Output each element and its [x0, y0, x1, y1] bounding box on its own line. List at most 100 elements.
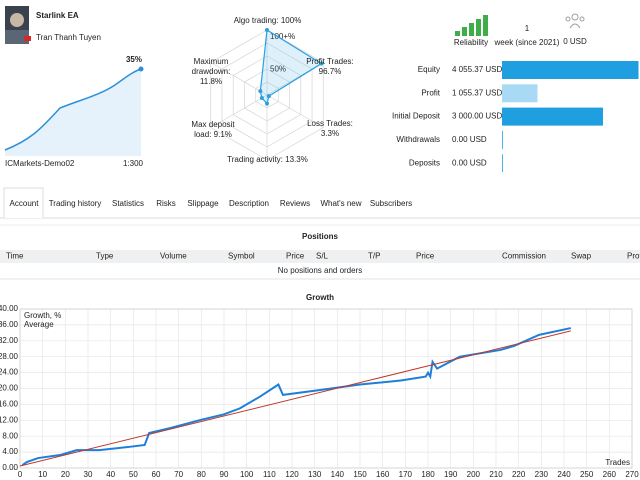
balance-bar: [502, 61, 639, 79]
column-header: Type: [96, 252, 114, 261]
tab[interactable]: Trading history: [49, 199, 102, 208]
balance-value: 0.00 USD: [452, 158, 487, 167]
y-tick-label: 16.00: [0, 400, 19, 409]
x-tick-label: 150: [353, 470, 367, 479]
radar-label: Maximum drawdown: 11.8%: [187, 57, 235, 87]
radar-spoke: [210, 62, 268, 96]
radar-spoke: [210, 94, 268, 128]
x-tick-label: 90: [220, 470, 229, 479]
radar-scale-label: 50%: [270, 65, 286, 74]
reliability-bar: [455, 31, 460, 36]
balance-label: Profit: [421, 88, 440, 97]
x-tick-label: 130: [308, 470, 322, 479]
tab[interactable]: Slippage: [187, 199, 219, 208]
signal-title: Starlink EA: [36, 11, 79, 20]
tab[interactable]: Subscribers: [370, 199, 412, 208]
y-tick-label: 28.00: [0, 352, 19, 361]
radar-axis-name: Profit Trades:: [306, 57, 354, 66]
column-header: Commission: [502, 252, 546, 261]
reliability-bar: [476, 19, 481, 36]
x-tick-label: 140: [331, 470, 345, 479]
y-tick-label: 40.00: [0, 304, 19, 313]
radar-axis-value: 11.8%: [199, 77, 223, 86]
radar-point: [266, 94, 271, 99]
column-header: Profi: [627, 252, 640, 261]
balance-label: Deposits: [409, 158, 440, 167]
radar-point: [258, 89, 263, 94]
y-tick-label: 0.00: [2, 463, 18, 472]
x-tick-label: 110: [263, 470, 276, 479]
sparkline-end: [138, 66, 144, 72]
y-tick-label: 36.00: [0, 320, 19, 329]
radar-scale-label: 100+%: [270, 32, 295, 41]
tab[interactable]: Risks: [156, 199, 176, 208]
tab[interactable]: Description: [229, 199, 269, 208]
reliability-bar: [462, 27, 467, 36]
table-header: [0, 250, 640, 263]
column-header: Volume: [160, 252, 187, 261]
x-tick-label: 100: [240, 470, 254, 479]
balance-label: Withdrawals: [396, 135, 440, 144]
avatar-face: [10, 13, 24, 27]
radar-point: [265, 101, 269, 106]
reliability-bar: [469, 23, 474, 36]
x-tick-label: 180: [421, 470, 435, 479]
flag: [24, 36, 31, 41]
author: Tran Thanh Tuyen: [36, 33, 101, 42]
weeks-label: week (since 2021): [494, 38, 560, 47]
empty-row: No positions and orders: [278, 266, 363, 275]
radar-label: Trading activity: 13.3%: [215, 155, 320, 165]
column-header: Symbol: [228, 252, 255, 261]
x-tick-label: 240: [557, 470, 571, 479]
radar-axis-value: 3.3%: [320, 129, 340, 138]
tab[interactable]: Account: [10, 199, 40, 208]
radar-spoke: [266, 94, 324, 128]
series-line: [21, 327, 572, 467]
avatar-body: [5, 30, 29, 44]
broker[interactable]: ICMarkets-Demo02: [5, 159, 75, 168]
balance-bar: [502, 154, 503, 173]
radar-axis-value: 13.3%: [285, 155, 308, 164]
x-tick-label: 70: [174, 470, 183, 479]
x-tick-label: 50: [129, 470, 138, 479]
x-tick-label: 40: [106, 470, 115, 479]
balance-value: 4 055.37 USD: [452, 65, 502, 74]
x-tick-label: 260: [603, 470, 617, 479]
radar-point: [319, 61, 324, 66]
balance-bar: [502, 107, 603, 126]
radar-axis-name: Maximum drawdown:: [191, 57, 231, 76]
radar-label: Algo trading: 100%: [215, 16, 320, 26]
y-tick-label: 12.00: [0, 415, 19, 424]
y-tick-label: 24.00: [0, 368, 19, 377]
legend-entry: Growth, %: [24, 311, 61, 320]
balance-bar: [502, 84, 538, 103]
x-tick-label: 270: [625, 470, 639, 479]
radar-point: [259, 95, 264, 100]
radar-axis-name: Trading activity:: [227, 155, 283, 164]
x-tick-label: 190: [444, 470, 458, 479]
x-tick-label: 160: [376, 470, 390, 479]
x-tick-label: 30: [84, 470, 93, 479]
tab[interactable]: Reviews: [280, 199, 310, 208]
y-tick-label: 32.00: [0, 336, 19, 345]
y-tick-label: 8.00: [2, 431, 18, 440]
tab[interactable]: What's new: [320, 199, 361, 208]
chart-title: Growth: [306, 293, 334, 302]
radar-axis-value: 100%: [280, 16, 302, 25]
column-header: T/P: [368, 252, 380, 261]
radar-axis-name: Loss Trades:: [307, 119, 353, 128]
subscribers: 0 USD: [563, 37, 587, 46]
x-tick-label: 80: [197, 470, 206, 479]
tab[interactable]: Statistics: [112, 199, 144, 208]
legend-entry: Average: [24, 320, 54, 329]
column-header: Swap: [571, 252, 592, 261]
subscribers-icon: [565, 13, 585, 29]
radar-axis-name: Algo trading:: [233, 16, 279, 25]
x-tick-label: 230: [535, 470, 549, 479]
balance-value: 1 055.37 USD: [452, 88, 502, 97]
plot-frame: [19, 308, 633, 469]
balance-label: Equity: [418, 65, 440, 74]
x-tick-label: 170: [399, 470, 413, 479]
